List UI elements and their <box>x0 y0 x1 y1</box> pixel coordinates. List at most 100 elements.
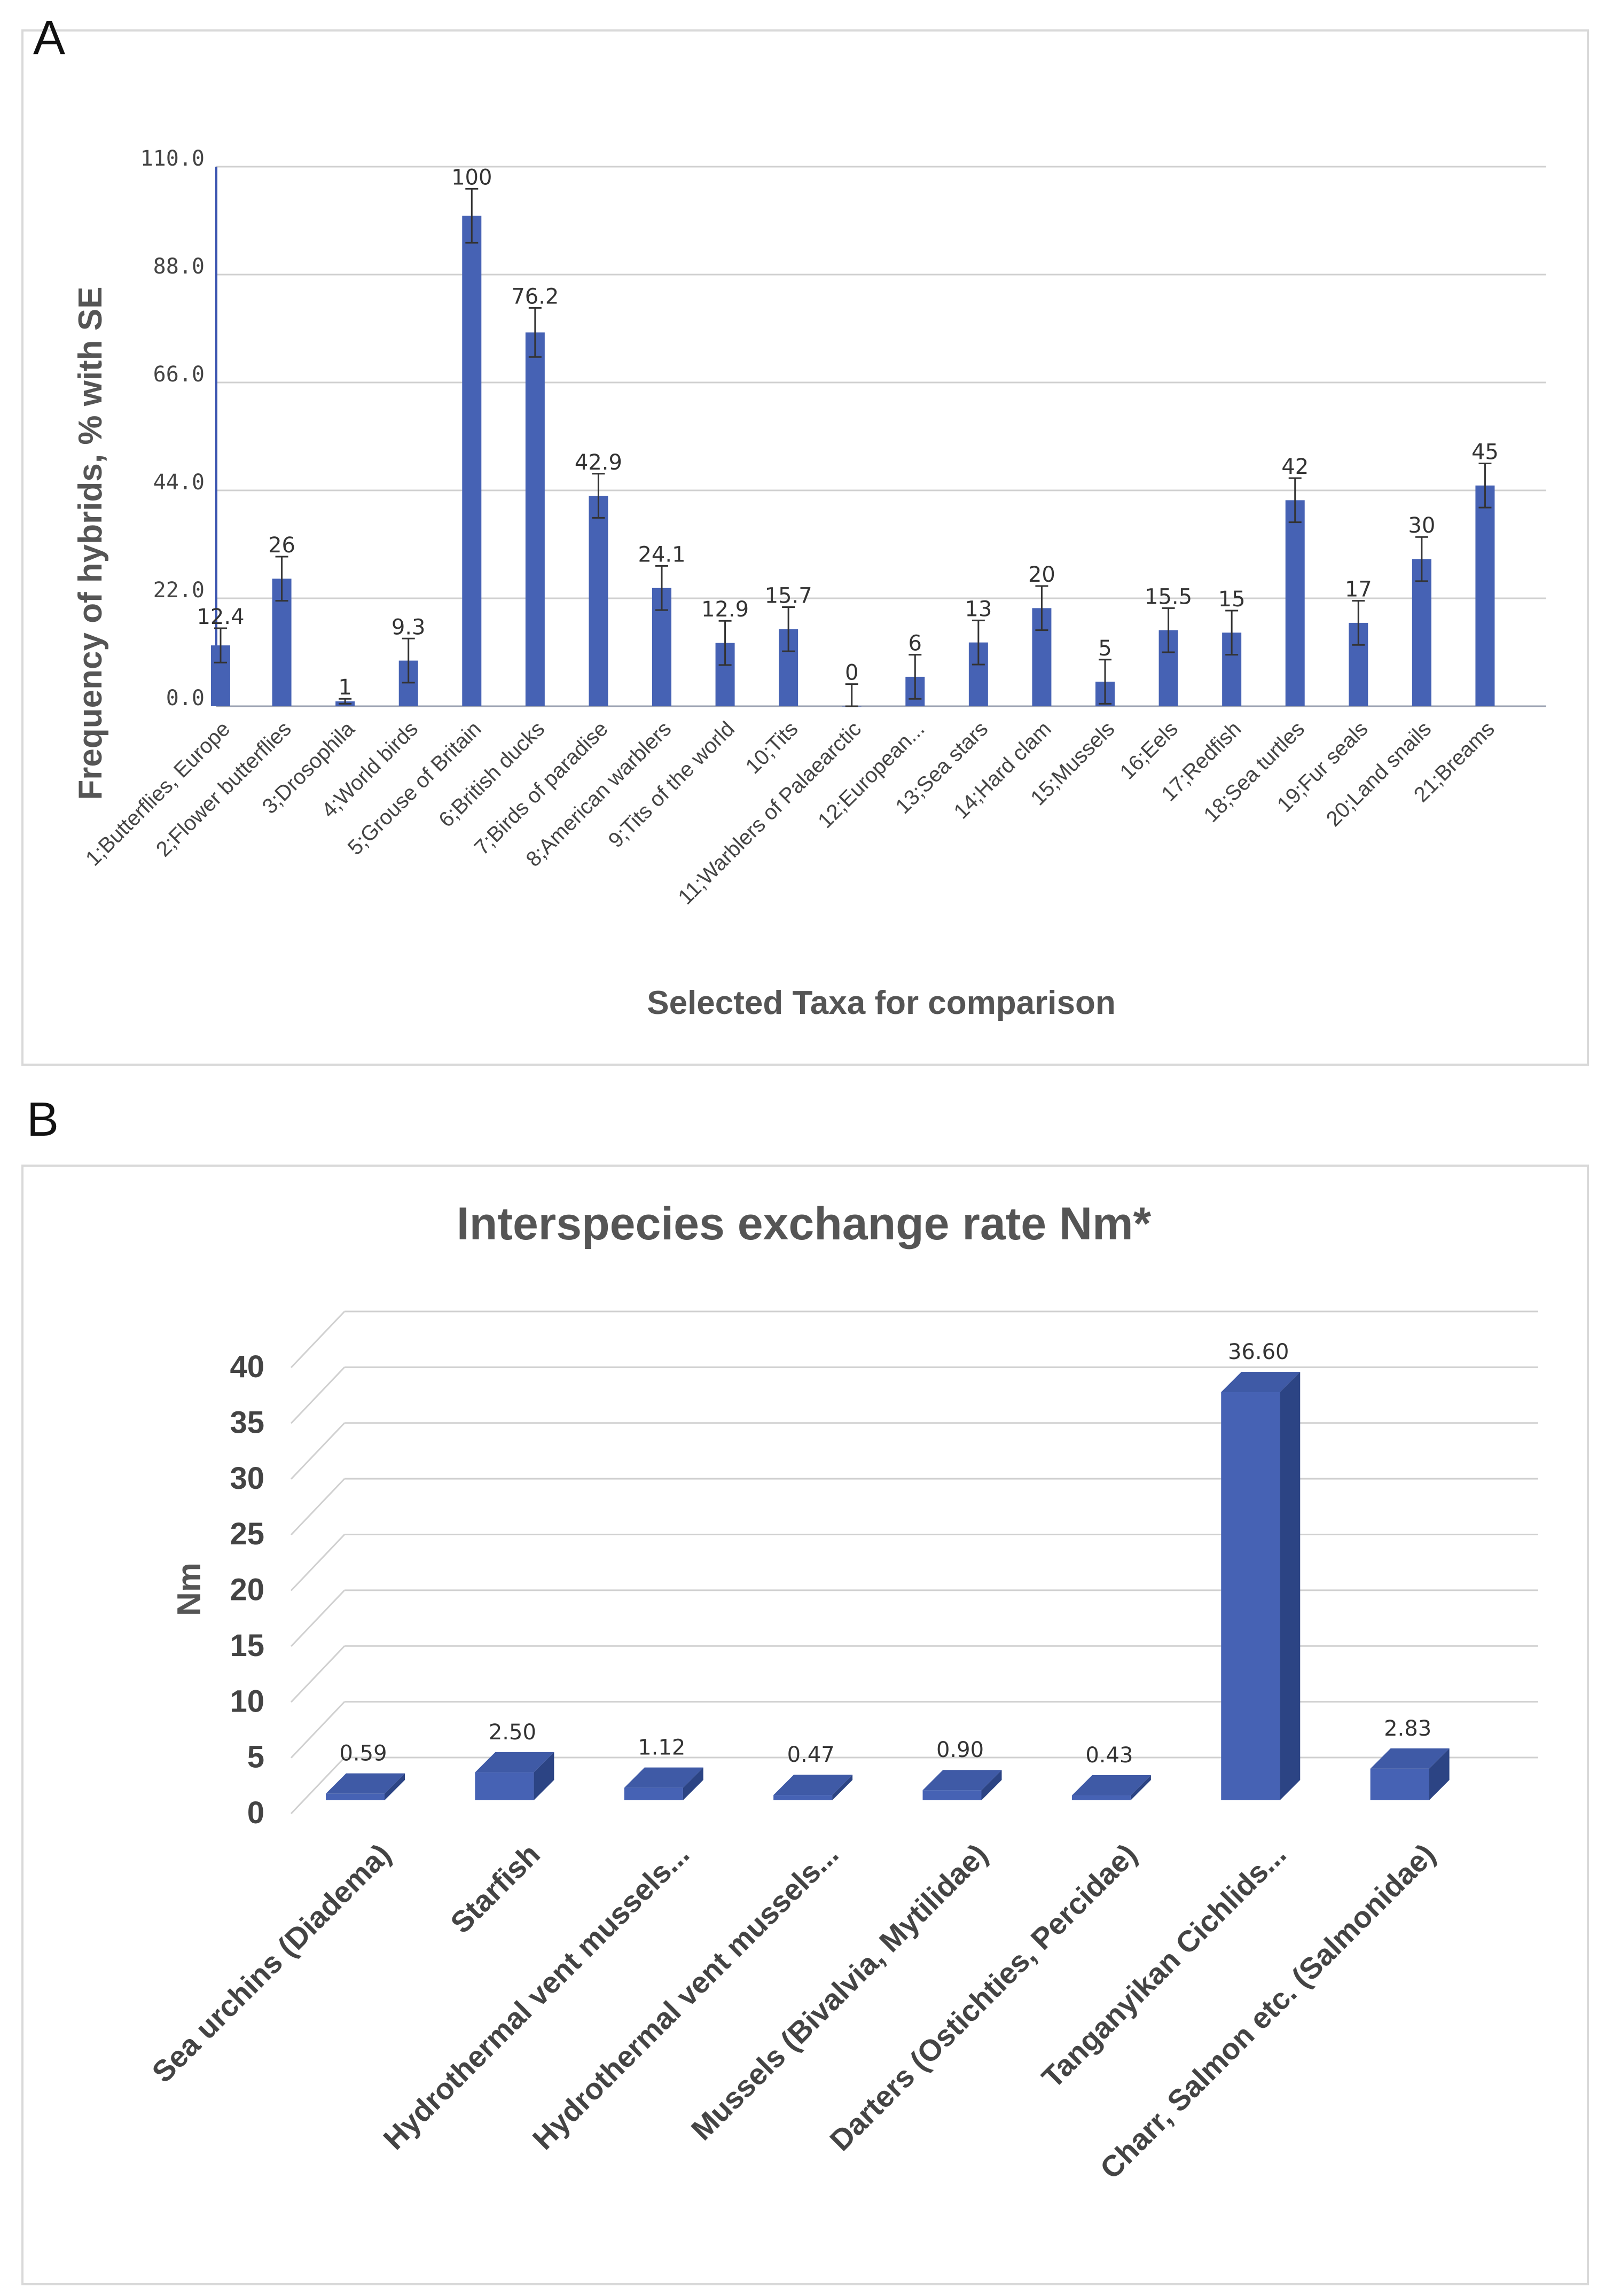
y-tick-label: 44.0 <box>153 470 205 495</box>
bar <box>1285 500 1305 706</box>
bar <box>922 1790 982 1800</box>
bar <box>1370 1768 1429 1800</box>
data-label: 26 <box>268 533 295 558</box>
y-tick-label: 25 <box>230 1517 264 1551</box>
bar <box>525 332 545 706</box>
bar-top <box>1071 1775 1151 1796</box>
gridline-side <box>290 1310 346 1369</box>
y-tick-label: 20 <box>230 1573 264 1607</box>
bar-top <box>1221 1371 1301 1392</box>
bar <box>475 1772 534 1800</box>
chart-title: Interspecies exchange rate Nm* <box>457 1198 1152 1249</box>
data-label: 36.60 <box>1228 1340 1289 1364</box>
gridline-side <box>290 1366 346 1424</box>
y-tick-label: 35 <box>230 1405 264 1440</box>
bar-side <box>385 1773 405 1800</box>
x-tick-label: Starfish <box>444 1837 546 1940</box>
data-label: 9.3 <box>392 615 426 639</box>
gridline-side <box>290 1756 346 1815</box>
bar <box>1071 1795 1131 1800</box>
bar-side <box>534 1752 554 1800</box>
data-label: 2.83 <box>1384 1716 1431 1741</box>
bar <box>462 215 482 706</box>
y-tick-label: 0 <box>247 1795 264 1830</box>
x-tick-label: Hydrothermal vent mussels... <box>526 1837 845 2156</box>
y-tick-label: 22.0 <box>153 578 205 603</box>
y-axis-title: Frequency of hybrids, % with SE <box>72 286 109 800</box>
y-tick-label: 40 <box>230 1349 264 1384</box>
gridline-side <box>290 1422 346 1480</box>
bar <box>1412 559 1431 706</box>
x-tick-label: Charr, Salmon etc. (Salmonidae) <box>1093 1837 1442 2185</box>
bar-top <box>1370 1748 1450 1769</box>
y-tick-label: 0.0 <box>166 686 205 710</box>
y-tick-label: 110.0 <box>140 146 205 171</box>
data-label: 12.4 <box>197 605 244 629</box>
data-label: 76.2 <box>511 284 559 309</box>
data-label: 15.5 <box>1145 584 1192 609</box>
bar <box>624 1787 683 1800</box>
panel-b-label: B <box>27 1093 59 1146</box>
bar-side <box>1280 1371 1301 1800</box>
y-tick-label: 10 <box>230 1684 264 1719</box>
bar <box>326 1793 385 1800</box>
data-label: 1 <box>338 675 351 700</box>
bar-top <box>475 1752 554 1772</box>
bar-top <box>773 1775 853 1795</box>
y-axis-title: Nm <box>171 1563 208 1616</box>
bar-side <box>1130 1775 1151 1800</box>
gridline-side <box>290 1534 346 1591</box>
bar-top <box>624 1767 703 1788</box>
data-label: 0.43 <box>1085 1743 1133 1768</box>
data-label: 100 <box>451 165 492 190</box>
data-label: 13 <box>965 597 992 621</box>
x-tick-label: Darters (Ostichties, Percidae) <box>823 1837 1143 2157</box>
data-label: 0.47 <box>787 1743 835 1767</box>
bar <box>589 496 608 706</box>
data-label: 5 <box>1098 636 1111 661</box>
chart-a: 0.022.044.066.088.0110.012.41;Butterflie… <box>72 146 1546 1021</box>
data-label: 0.59 <box>339 1741 387 1766</box>
data-label: 0 <box>845 661 858 685</box>
gridline-side <box>290 1645 346 1703</box>
data-label: 15 <box>1218 587 1246 612</box>
bar <box>1475 485 1495 706</box>
data-label: 42.9 <box>575 450 622 475</box>
x-tick-label: Tanganyikan Cichlids... <box>1035 1837 1293 2095</box>
gridline-side <box>290 1701 346 1759</box>
x-tick-label: Hydrothermal vent mussels... <box>377 1837 695 2156</box>
bar-side <box>1429 1748 1450 1800</box>
bar-top <box>922 1770 1002 1791</box>
y-tick-label: 88.0 <box>153 254 205 279</box>
data-label: 45 <box>1471 440 1499 465</box>
data-label: 24.1 <box>638 542 685 567</box>
y-tick-label: 15 <box>230 1628 264 1663</box>
data-label: 1.12 <box>638 1736 685 1760</box>
x-axis-title: Selected Taxa for comparison <box>647 985 1115 1021</box>
chart-b-frame <box>21 1165 1589 2285</box>
data-label: 30 <box>1408 513 1435 538</box>
data-label: 0.90 <box>936 1738 984 1762</box>
data-label: 20 <box>1028 563 1055 587</box>
gridline-side <box>290 1478 346 1536</box>
gridline-side <box>290 1589 346 1647</box>
y-tick-label: 66.0 <box>153 362 205 387</box>
data-label: 17 <box>1345 577 1372 602</box>
bar-side <box>832 1775 853 1800</box>
data-label: 42 <box>1281 455 1309 479</box>
y-tick-label: 5 <box>247 1740 264 1775</box>
bar-side <box>981 1770 1002 1800</box>
data-label: 6 <box>909 631 922 656</box>
x-tick-label: Sea urchins (Diadema) <box>145 1837 397 2089</box>
y-tick-label: 30 <box>230 1461 264 1496</box>
data-label: 2.50 <box>489 1720 536 1745</box>
bar <box>773 1795 833 1800</box>
bar-side <box>683 1767 703 1800</box>
data-label: 15.7 <box>765 584 812 608</box>
bar-top <box>326 1773 405 1794</box>
data-label: 12.9 <box>701 597 749 622</box>
bar <box>1221 1392 1280 1800</box>
panel-a-label: A <box>33 11 66 65</box>
chart-a-frame <box>21 29 1589 1066</box>
